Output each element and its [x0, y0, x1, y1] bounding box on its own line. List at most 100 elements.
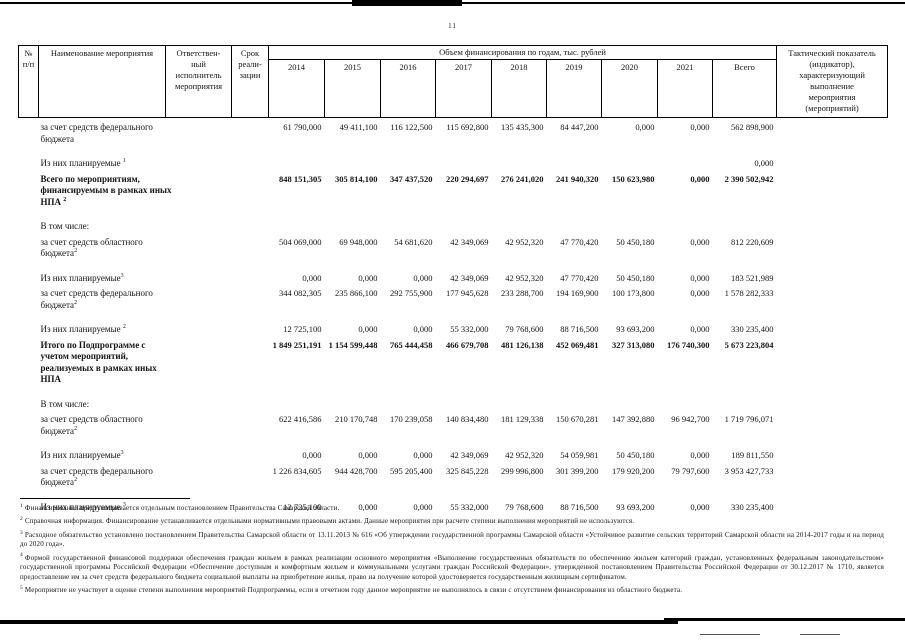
value-cell: 88 716,500	[560, 324, 599, 335]
value-cell: 0,000	[358, 501, 378, 512]
row-label: за счет средств федерального бюджета2	[40, 288, 153, 310]
table-row: Итого по Подпрограмме с учетом мероприят…	[19, 336, 888, 386]
header-year: 2020	[601, 59, 658, 119]
value-cell: 220 294,697	[446, 173, 489, 184]
value-cell: 79 797,600	[671, 465, 710, 476]
value-cell: 0,000	[413, 324, 433, 335]
value-cell: 0,000	[754, 158, 774, 169]
footnote: 4 Формой государственной финансовой подде…	[20, 553, 884, 582]
scan-noise-dash	[800, 634, 840, 635]
value-cell: 235 866,100	[335, 288, 378, 299]
header-year: 2021	[657, 59, 713, 119]
value-cell: 330 235,400	[731, 501, 774, 512]
table-row: за счет средств федерального бюджета2 1 2…	[19, 462, 888, 489]
table-row: за счет средств федерального бюджета 61 7…	[19, 118, 888, 146]
table-body: за счет средств федерального бюджета 61 7…	[19, 118, 888, 514]
value-cell: 0,000	[413, 272, 433, 283]
value-cell: 5 673 223,804	[724, 339, 774, 350]
indicator-cell	[777, 437, 888, 462]
value-cell: 177 945,628	[446, 288, 489, 299]
row-label: за счет средств областного бюджета2	[40, 236, 143, 259]
value-cell: 194 169,900	[556, 288, 599, 299]
value-cell	[658, 208, 713, 233]
footnote-ref: 3	[120, 272, 124, 279]
value-cell: 1 578 282,333	[724, 288, 774, 299]
footnote-number: 1	[20, 502, 23, 509]
value-cell: 0,000	[690, 450, 710, 461]
value-cell: 189 811,550	[731, 450, 774, 461]
value-cell: 179 920,200	[612, 465, 655, 476]
header-num: № п/п	[18, 44, 39, 119]
footnote-ref: 2	[63, 196, 67, 203]
header-indicator: Тактический показатель (индикатор), хара…	[776, 44, 889, 119]
value-cell: 562 898,900	[731, 122, 774, 133]
value-cell: 135 435,300	[501, 122, 544, 133]
page-number: 11	[448, 22, 457, 30]
indicator-cell	[777, 386, 888, 411]
header-year-total: Всего	[711, 59, 778, 119]
footnote-number: 2	[20, 516, 23, 523]
table-row: Из них планируемые 3 12 725,100 0,000 0,000…	[19, 489, 888, 514]
value-cell	[658, 145, 713, 170]
value-cell: 150 623,980	[612, 173, 655, 184]
indicator-cell	[777, 260, 888, 285]
table-row: Из них планируемые3 0,000 0,000 0,000 42 349…	[19, 437, 888, 462]
footnote-text: Мероприятие не участвует в оценке степен…	[24, 586, 683, 595]
value-cell	[492, 145, 547, 170]
value-cell: 79 768,600	[505, 501, 544, 512]
table-row: Из них планируемые3 0,000 0,000 0,000 42 349…	[19, 260, 888, 285]
value-cell	[436, 145, 492, 170]
footnote: 1 Финансирование предусматривается отдель…	[20, 502, 884, 513]
value-cell	[602, 386, 658, 411]
value-cell: 344 082,305	[279, 288, 322, 299]
value-cell: 183 521,989	[731, 272, 774, 283]
value-cell: 88 716,500	[560, 501, 599, 512]
header-year: 2014	[268, 59, 325, 119]
footnote-ref: 3	[122, 501, 126, 508]
value-cell: 481 126,138	[501, 339, 544, 350]
value-cell: 42 349,069	[450, 450, 489, 461]
scan-edge-bottom-left	[0, 620, 678, 624]
value-cell: 330 235,400	[731, 324, 774, 335]
value-cell: 49 411,100	[339, 122, 378, 133]
indicator-cell	[777, 208, 888, 233]
value-cell: 84 447,200	[560, 122, 599, 133]
value-cell: 595 205,400	[390, 465, 433, 476]
value-cell: 50 450,180	[616, 272, 655, 283]
value-cell	[436, 208, 492, 233]
value-cell: 848 151,305	[279, 173, 322, 184]
row-label: Из них планируемые 2	[40, 324, 126, 335]
header-name: Наименование мероприятия	[38, 44, 166, 119]
value-cell: 0,000	[413, 501, 433, 512]
value-cell	[269, 208, 325, 233]
header-executor: Ответствен- ный исполнитель мероприятия	[165, 44, 232, 119]
footnote-number: 3	[20, 529, 23, 536]
value-cell: 276 241,020	[501, 173, 544, 184]
footnote-ref: 2	[74, 477, 78, 484]
value-cell: 50 450,180	[616, 236, 655, 247]
value-cell	[547, 145, 602, 170]
value-cell: 1 849 251,191	[272, 339, 322, 350]
value-cell: 1 226 834,605	[272, 465, 322, 476]
indicator-cell	[777, 336, 888, 386]
value-cell	[602, 208, 658, 233]
header-year: 2019	[546, 59, 602, 119]
value-cell: 69 948,000	[339, 236, 378, 247]
value-cell	[602, 145, 658, 170]
value-cell: 292 755,900	[390, 288, 433, 299]
footnote-ref: 2	[74, 248, 78, 255]
indicator-cell	[777, 145, 888, 170]
value-cell: 42 952,320	[505, 236, 544, 247]
value-cell: 79 768,600	[505, 324, 544, 335]
value-cell: 0,000	[358, 324, 378, 335]
scan-noise-dash	[700, 634, 760, 635]
value-cell: 210 170,748	[335, 414, 378, 425]
value-cell: 0,000	[690, 122, 710, 133]
value-cell: 150 670,281	[556, 414, 599, 425]
value-cell: 93 693,200	[616, 501, 655, 512]
row-label: Итого по Подпрограмме с учетом мероприят…	[40, 339, 157, 385]
row-label: Из них планируемые 3	[40, 501, 126, 512]
indicator-cell	[777, 118, 888, 146]
value-cell	[381, 386, 436, 411]
